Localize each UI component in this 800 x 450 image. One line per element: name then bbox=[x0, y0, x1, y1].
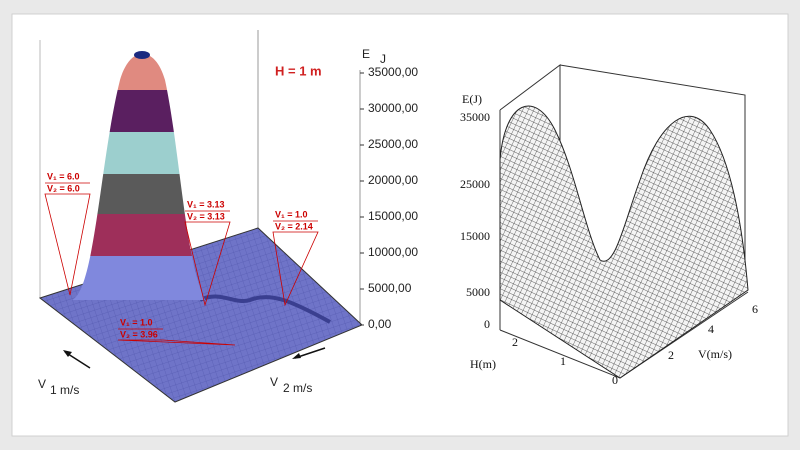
v-axis-label: V(m/s) bbox=[698, 347, 732, 361]
annotation-v1: V₁ = 1.0 bbox=[275, 209, 308, 219]
v-tick-label: 4 bbox=[708, 322, 714, 336]
v2-axis-symbol: V bbox=[270, 375, 278, 389]
z-axis-label: E(J) bbox=[462, 92, 482, 106]
z-tick-label: 5000 bbox=[466, 285, 490, 299]
z-tick-label: 35000,00 bbox=[368, 65, 418, 79]
z-axis-label: E bbox=[362, 47, 370, 61]
parameter-label: H = 1 m bbox=[275, 63, 322, 78]
v2-axis-subscript: 2 m/s bbox=[283, 381, 312, 395]
annotation-v2: V₂ = 3.13 bbox=[187, 211, 225, 221]
z-tick-label: 15000 bbox=[460, 229, 490, 243]
h-tick-label: 2 bbox=[512, 335, 518, 349]
z-tick-label: 5000,00 bbox=[368, 281, 412, 295]
annotation-pointer bbox=[44, 193, 91, 296]
v1-axis-subscript: 1 m/s bbox=[50, 383, 79, 397]
z-axis-unit: J bbox=[380, 52, 386, 66]
v-tick-label: 6 bbox=[752, 302, 758, 316]
annotation-v2: V₂ = 6.0 bbox=[47, 183, 80, 193]
z-tick-label: 30000,00 bbox=[368, 101, 418, 115]
h-axis-label: H(m) bbox=[470, 357, 496, 371]
annotation-v1: V₁ = 3.13 bbox=[187, 199, 225, 209]
annotation-pointer bbox=[272, 231, 319, 307]
z-tick-label: 35000 bbox=[460, 110, 490, 124]
annotation-v1: V₁ = 6.0 bbox=[47, 171, 80, 181]
annotation-pointer bbox=[117, 339, 236, 346]
v-tick-label: 2 bbox=[668, 348, 674, 362]
right-plot: E(J) 35000 25000 15000 5000 0 2 1 0 2 4 6 H(m) V(m… bbox=[460, 64, 758, 387]
z-tick-label: 0,00 bbox=[368, 317, 392, 331]
v1-axis-symbol: V bbox=[38, 377, 46, 391]
z-tick-label: 0 bbox=[484, 317, 490, 331]
annotation-v1: V₁ = 1.0 bbox=[120, 317, 153, 327]
annotation-v2: V₂ = 2.14 bbox=[275, 221, 313, 231]
z-tick-label: 20000,00 bbox=[368, 173, 418, 187]
surface-mesh bbox=[499, 105, 749, 379]
annotation-pointer bbox=[184, 221, 231, 307]
z-tick-label: 10000,00 bbox=[368, 245, 418, 259]
z-tick-label: 25000 bbox=[460, 177, 490, 191]
annotation-v2: V₂ = 3.96 bbox=[120, 329, 158, 339]
z-tick-label: 15000,00 bbox=[368, 209, 418, 223]
h-tick-label: 0 bbox=[612, 373, 618, 387]
z-tick-label: 25000,00 bbox=[368, 137, 418, 151]
h-tick-label: 1 bbox=[560, 354, 566, 368]
